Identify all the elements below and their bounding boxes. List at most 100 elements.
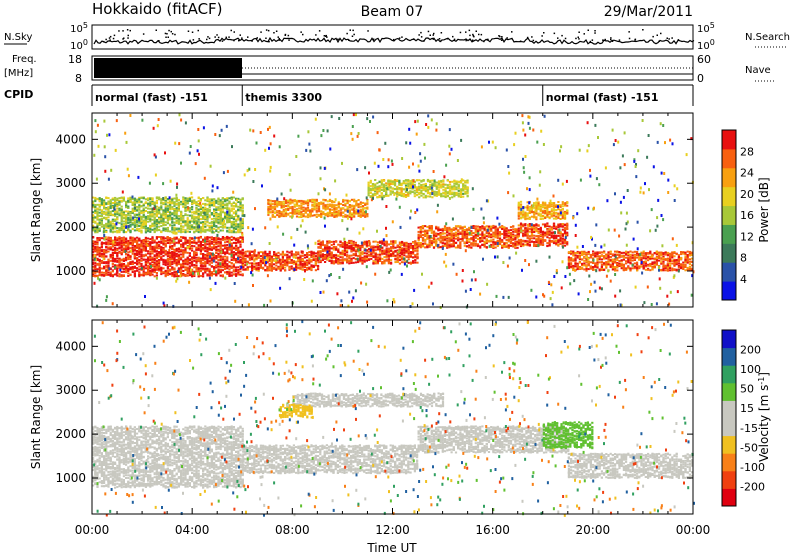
range-cell (202, 275, 204, 277)
range-cell (211, 266, 213, 268)
range-cell (317, 268, 319, 270)
range-cell (145, 239, 147, 241)
range-cell (215, 255, 217, 257)
range-cell (127, 265, 129, 267)
range-cell (165, 246, 167, 248)
range-cell (247, 266, 249, 268)
range-cell (364, 258, 366, 260)
nsky-point (233, 40, 235, 42)
range-cell (187, 267, 189, 269)
range-cell (129, 247, 131, 249)
range-cell (158, 247, 160, 249)
range-cell (258, 268, 260, 270)
range-cell (209, 245, 211, 247)
range-cell (173, 254, 175, 256)
range-cell (322, 254, 324, 256)
range-cell (262, 251, 264, 253)
range-cell (162, 261, 164, 263)
range-cell (167, 263, 169, 265)
range-cell (107, 237, 109, 239)
range-cell (226, 248, 228, 250)
range-cell (138, 238, 140, 240)
range-cell (176, 274, 178, 276)
range-cell (320, 251, 322, 253)
range-cell (182, 256, 184, 258)
range-cell (231, 275, 233, 277)
range-cell (123, 265, 125, 267)
range-cell (204, 250, 206, 252)
nsky-point (206, 39, 208, 41)
range-cell (293, 263, 295, 265)
range-cell (231, 239, 233, 241)
range-cell (220, 269, 222, 271)
range-cell (182, 244, 184, 246)
nsky-point (165, 37, 167, 39)
range-cell (114, 239, 116, 241)
range-cell (215, 246, 217, 248)
range-cell (114, 259, 116, 261)
range-cell (255, 255, 257, 257)
range-cell (226, 236, 228, 238)
nsky-point (278, 36, 280, 38)
range-cell (123, 239, 125, 241)
range-cell (165, 270, 167, 272)
range-cell (101, 272, 103, 274)
nsky-point (346, 33, 348, 35)
range-cell (147, 257, 149, 259)
range-cell (105, 272, 107, 274)
nsky-point (418, 34, 420, 36)
range-cell (160, 241, 162, 243)
range-cell (304, 266, 306, 268)
range-cell (215, 238, 217, 240)
range-cell (136, 245, 138, 247)
range-cell (359, 255, 361, 257)
range-cell (154, 262, 156, 264)
range-cell (132, 271, 134, 273)
nsky-point (487, 39, 489, 41)
range-cell (280, 265, 282, 267)
range-cell (200, 268, 202, 270)
range-cell (206, 275, 208, 277)
range-cell (112, 266, 114, 268)
range-cell (171, 245, 173, 247)
nsky-point (561, 35, 563, 37)
range-cell (211, 248, 213, 250)
range-cell (342, 259, 344, 261)
range-cell (110, 243, 112, 245)
range-cell (156, 268, 158, 270)
range-cell (308, 262, 310, 264)
range-cell (288, 252, 290, 254)
range-cell (315, 257, 317, 259)
range-cell (114, 248, 116, 250)
freq-label: Freq. (12, 54, 37, 65)
range-cell (202, 259, 204, 261)
range-cell (96, 237, 98, 239)
range-cell (140, 274, 142, 276)
range-cell (204, 258, 206, 260)
range-cell (149, 259, 151, 261)
nsky-point (156, 30, 158, 32)
range-cell (357, 255, 359, 257)
range-cell (215, 251, 217, 253)
range-cell (112, 263, 114, 265)
range-cell (191, 261, 193, 263)
range-cell (228, 275, 230, 277)
range-cell (112, 270, 114, 272)
range-cell (156, 242, 158, 244)
range-cell (116, 242, 118, 244)
range-cell (335, 241, 337, 243)
range-cell (182, 260, 184, 262)
range-cell (213, 240, 215, 242)
range-cell (110, 248, 112, 250)
range-cell (255, 258, 257, 260)
range-cell (123, 271, 125, 273)
range-cell (143, 255, 145, 257)
range-cell (342, 256, 344, 258)
range-cell (284, 264, 286, 266)
range-cell (105, 274, 107, 276)
range-cell (260, 251, 262, 253)
range-cell (209, 275, 211, 277)
range-cell (160, 268, 162, 270)
range-cell (299, 266, 301, 268)
range-cell (202, 239, 204, 241)
